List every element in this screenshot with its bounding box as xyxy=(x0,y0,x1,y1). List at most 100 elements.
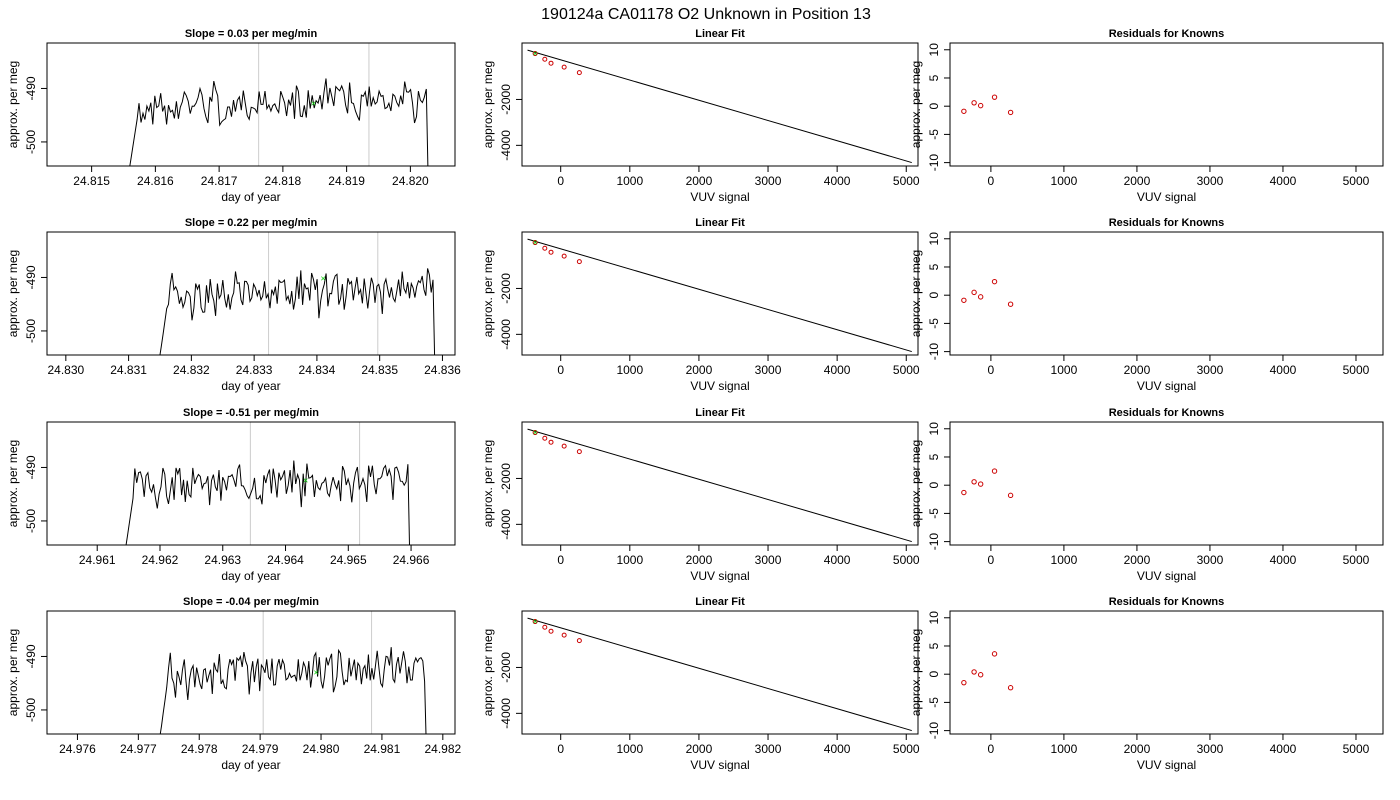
x-tick-label: 3000 xyxy=(1197,742,1224,756)
unknown-marker: × xyxy=(321,274,326,284)
fit-line xyxy=(527,428,912,543)
x-tick-label: 2000 xyxy=(686,742,713,756)
residual-point xyxy=(977,672,984,678)
y-tick-label: 5 xyxy=(927,642,941,649)
y-tick-label: -490 xyxy=(24,644,38,668)
y-axis-label: approx. per meg xyxy=(909,440,923,527)
plot-area: × xyxy=(129,43,429,166)
plot-area xyxy=(961,468,1014,499)
residual-point xyxy=(991,468,998,474)
panel-title: Residuals for Knowns xyxy=(1109,596,1225,608)
y-axis-label: approx. per meg xyxy=(481,629,495,716)
y-tick-label: -4000 xyxy=(499,698,513,729)
y-tick-label: 10 xyxy=(927,611,941,625)
x-tick-label: 1000 xyxy=(1051,363,1078,377)
y-tick-label: -4000 xyxy=(499,130,513,161)
y-tick-label: -5 xyxy=(927,318,941,329)
x-tick-label: 24.818 xyxy=(265,174,302,188)
panel-trace-1: Slope = 0.03 per meg/min day of year appro… xyxy=(6,28,456,204)
x-tick-label: 5000 xyxy=(1343,742,1370,756)
x-axis-label: VUV signal xyxy=(690,569,749,583)
x-tick-label: 24.979 xyxy=(242,742,279,756)
y-axis-label: approx. per meg xyxy=(6,629,20,716)
x-tick-label: 1000 xyxy=(616,174,643,188)
known-point xyxy=(576,70,582,76)
x-tick-label: 24.817 xyxy=(201,174,238,188)
y-tick-label: -490 xyxy=(24,76,38,100)
residual-point xyxy=(991,651,998,657)
panel-fit-2: Linear Fit VUV signal approx. per meg 0 1000… xyxy=(481,217,920,393)
y-tick-label: 10 xyxy=(927,43,941,57)
plot-area xyxy=(961,94,1014,116)
x-tick-label: 24.977 xyxy=(120,742,157,756)
y-axis-label: approx. per meg xyxy=(6,250,20,337)
known-point xyxy=(532,240,538,246)
x-tick-label: 4000 xyxy=(824,363,851,377)
x-tick-label: 3000 xyxy=(755,174,782,188)
plot-area: × xyxy=(527,49,912,164)
unknown-marker: × xyxy=(532,428,537,438)
x-axis-label: VUV signal xyxy=(1137,379,1196,393)
residual-point xyxy=(961,679,967,686)
residual-point xyxy=(961,489,967,496)
plot-frame xyxy=(521,42,919,167)
panel-title: Linear Fit xyxy=(695,407,745,419)
y-tick-label: 10 xyxy=(927,422,941,436)
x-tick-label: 0 xyxy=(988,742,995,756)
y-tick-label: -500 xyxy=(24,509,38,533)
x-tick-label: 0 xyxy=(557,742,564,756)
y-axis-label: approx. per meg xyxy=(481,250,495,337)
known-point xyxy=(576,449,582,455)
x-axis-label: VUV signal xyxy=(1137,569,1196,583)
residual-point xyxy=(961,108,967,114)
x-axis-label: VUV signal xyxy=(690,758,749,772)
known-point xyxy=(542,245,548,251)
x-axis-label: day of year xyxy=(221,190,280,204)
x-tick-label: 4000 xyxy=(1270,742,1297,756)
plot-frame xyxy=(949,421,1384,546)
x-tick-label: 24.832 xyxy=(173,363,210,377)
plot-frame xyxy=(949,610,1384,735)
y-tick-label: 5 xyxy=(927,74,941,81)
x-tick-label: 1000 xyxy=(616,553,643,567)
y-tick-label: -10 xyxy=(927,533,941,551)
panel-fit-4: Linear Fit VUV signal approx. per meg 0 1000… xyxy=(481,596,920,772)
y-tick-label: -4000 xyxy=(499,319,513,350)
panel-residuals-4: Residuals for Knowns VUV signal approx. pe… xyxy=(909,596,1384,772)
x-tick-label: 4000 xyxy=(1270,174,1297,188)
x-tick-label: 24.836 xyxy=(424,363,461,377)
x-tick-label: 1000 xyxy=(616,363,643,377)
y-axis-label: approx. per meg xyxy=(6,440,20,527)
trace-line xyxy=(159,647,427,734)
x-tick-label: 24.981 xyxy=(364,742,401,756)
x-tick-label: 1000 xyxy=(1051,742,1078,756)
plot-area xyxy=(961,278,1014,307)
x-tick-label: 4000 xyxy=(1270,363,1297,377)
residual-point xyxy=(971,289,977,296)
fit-line xyxy=(527,617,912,732)
plot-frame xyxy=(521,610,919,735)
x-tick-label: 24.965 xyxy=(330,553,367,567)
known-point xyxy=(561,632,567,638)
trace-line xyxy=(159,268,436,355)
x-tick-label: 0 xyxy=(988,363,995,377)
plot-area: × xyxy=(527,238,912,353)
panel-title: Residuals for Knowns xyxy=(1109,407,1225,419)
y-tick-label: -2000 xyxy=(499,84,513,115)
unknown-marker: × xyxy=(314,668,319,678)
x-tick-label: 5000 xyxy=(893,742,920,756)
plot-area: × xyxy=(125,422,410,545)
known-point xyxy=(576,638,582,644)
plot-area: × xyxy=(527,428,912,543)
residual-point xyxy=(1007,492,1014,499)
panel-fit-3: Linear Fit VUV signal approx. per meg 0 1000… xyxy=(481,407,920,583)
x-tick-label: 2000 xyxy=(1124,553,1151,567)
x-tick-label: 3000 xyxy=(755,553,782,567)
x-tick-label: 2000 xyxy=(1124,363,1151,377)
x-tick-label: 4000 xyxy=(1270,553,1297,567)
known-point xyxy=(542,56,548,62)
y-axis-label: approx. per meg xyxy=(909,250,923,337)
y-tick-label: -5 xyxy=(927,129,941,140)
known-point xyxy=(576,259,582,265)
panel-residuals-1: Residuals for Knowns VUV signal approx. pe… xyxy=(909,28,1384,204)
